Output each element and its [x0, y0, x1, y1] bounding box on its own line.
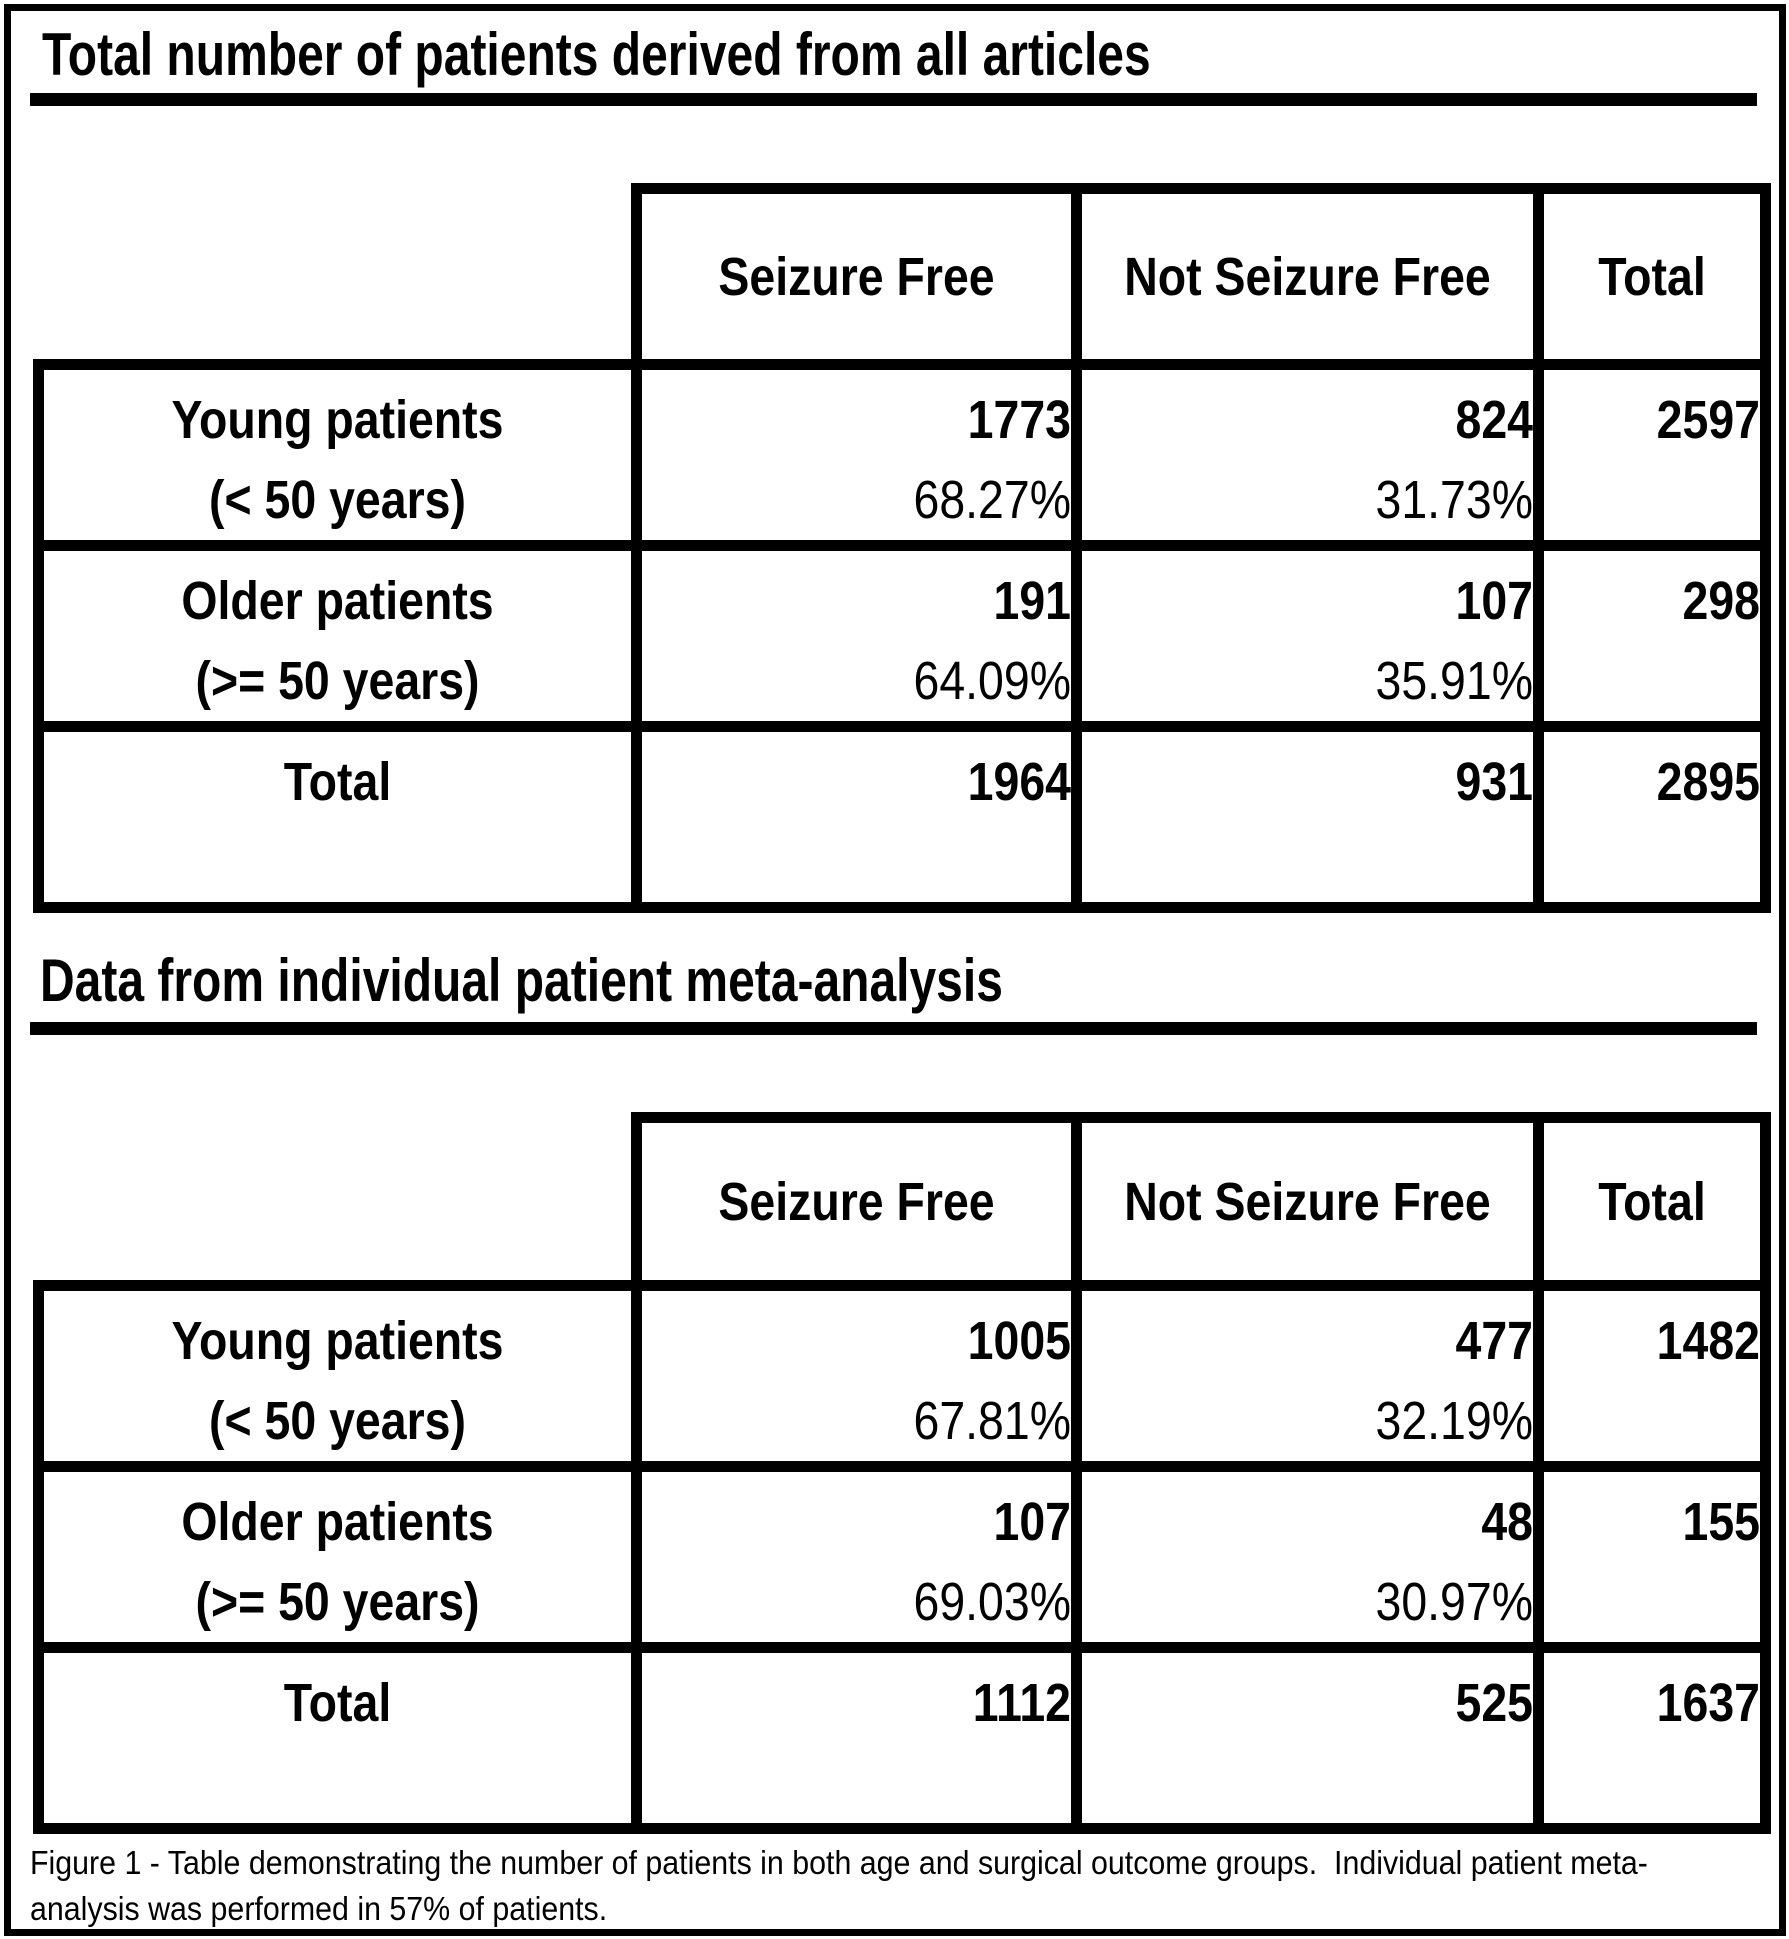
col-header-not-seizure-free: Not Seizure Free: [1071, 1112, 1544, 1291]
col-header-total: Total: [1533, 183, 1771, 370]
section2-title-rule: [30, 1022, 1757, 1035]
section2-table: Seizure Free Not Seizure Free Total Youn…: [33, 1112, 1771, 1834]
row-total-cell: 298: [1533, 540, 1771, 732]
not-seizure-free-cell: 824 31.73%: [1071, 359, 1544, 551]
not-seizure-free-cell: 477 32.19%: [1071, 1280, 1544, 1472]
row-total-cell: 155: [1533, 1461, 1771, 1653]
row-total-cell: 1637: [1533, 1642, 1771, 1834]
section1-title-rule: [30, 93, 1757, 106]
figure-caption: Figure 1 - Table demonstrating the numbe…: [30, 1840, 1789, 1932]
section1-title: Total number of patients derived from al…: [42, 22, 1428, 88]
row-total-cell: 1482: [1533, 1280, 1771, 1472]
row-total-cell: 2597: [1533, 359, 1771, 551]
row-label-cell: Total: [33, 721, 642, 913]
seizure-free-cell: 191 64.09%: [631, 540, 1082, 732]
section1-header-row: Seizure Free Not Seizure Free Total: [39, 183, 1771, 370]
table-row-older-patients: Older patients (>= 50 years) 191 64.09% …: [33, 540, 1771, 732]
section2-title: Data from individual patient meta-analys…: [40, 948, 1244, 1014]
header-spacer-cell: [39, 189, 637, 365]
not-seizure-free-cell: 931: [1071, 721, 1544, 913]
section2-header-row: Seizure Free Not Seizure Free Total: [39, 1112, 1771, 1291]
seizure-free-cell: 1005 67.81%: [631, 1280, 1082, 1472]
seizure-free-cell: 1773 68.27%: [631, 359, 1082, 551]
section2-title-text: Data from individual patient meta-analys…: [40, 947, 1003, 1014]
col-header-seizure-free: Seizure Free: [631, 1112, 1082, 1291]
table-row-older-patients: Older patients (>= 50 years) 107 69.03% …: [33, 1461, 1771, 1653]
row-label-cell: Total: [33, 1642, 642, 1834]
col-header-not-seizure-free: Not Seizure Free: [1071, 183, 1544, 370]
row-total-cell: 2895: [1533, 721, 1771, 913]
seizure-free-cell: 107 69.03%: [631, 1461, 1082, 1653]
col-header-seizure-free: Seizure Free: [631, 183, 1082, 370]
section1-title-text: Total number of patients derived from al…: [42, 21, 1151, 88]
table-row-young-patients: Young patients (< 50 years) 1005 67.81% …: [33, 1280, 1771, 1472]
row-label-cell: Young patients (< 50 years): [33, 1280, 642, 1472]
col-header-total: Total: [1533, 1112, 1771, 1291]
not-seizure-free-cell: 48 30.97%: [1071, 1461, 1544, 1653]
table-row-young-patients: Young patients (< 50 years) 1773 68.27% …: [33, 359, 1771, 551]
row-label-cell: Young patients (< 50 years): [33, 359, 642, 551]
not-seizure-free-cell: 525: [1071, 1642, 1544, 1834]
row-label-cell: Older patients (>= 50 years): [33, 1461, 642, 1653]
table-row-total: Total 1112 525 1637: [33, 1642, 1771, 1834]
row-label-cell: Older patients (>= 50 years): [33, 540, 642, 732]
figure-caption-text: Figure 1 - Table demonstrating the numbe…: [30, 1844, 1648, 1927]
seizure-free-cell: 1112: [631, 1642, 1082, 1834]
section1-table: Seizure Free Not Seizure Free Total Youn…: [33, 183, 1771, 913]
header-spacer-cell: [39, 1118, 637, 1286]
table-row-total: Total 1964 931 2895: [33, 721, 1771, 913]
seizure-free-cell: 1964: [631, 721, 1082, 913]
not-seizure-free-cell: 107 35.91%: [1071, 540, 1544, 732]
